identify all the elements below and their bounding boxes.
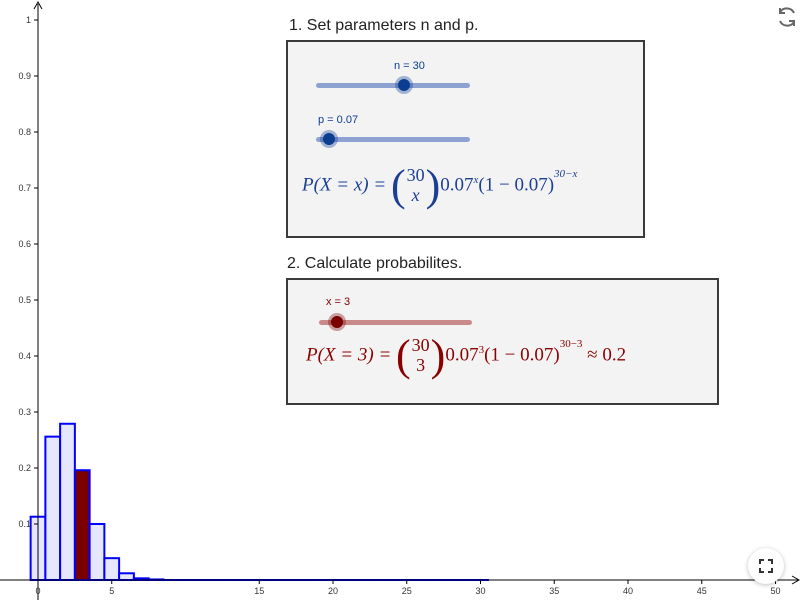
x-tick-label: 35 — [549, 586, 559, 596]
y-tick-label: 0.3 — [18, 407, 31, 417]
general-exp1: x — [473, 174, 479, 187]
bars-group — [29, 422, 489, 582]
general-formula-lhs: P(X = x) = — [302, 174, 391, 196]
bar-x-6 — [118, 572, 135, 582]
general-base: 0.07 — [440, 174, 474, 196]
y-tick-label: 0.6 — [18, 239, 31, 249]
x-tick-label: 25 — [402, 586, 412, 596]
step1-title: 1. Set parameters n and p. — [289, 17, 479, 34]
slider-x[interactable]: x = 3 — [319, 296, 472, 336]
specific-formula: P(X = 3) = (30 3)0.073(1 − 0.07)30−3 ≈ 0.… — [306, 334, 626, 378]
bar-x-2 — [59, 422, 76, 582]
slider-p-knob[interactable] — [323, 133, 335, 145]
slider-x-label: x = 3 — [326, 296, 351, 308]
specific-formula-lhs: P(X = 3) = — [306, 344, 397, 366]
fullscreen-button[interactable] — [748, 548, 784, 584]
x-tick-label: 40 — [623, 586, 633, 596]
x-tick-label: 15 — [254, 586, 264, 596]
specific-binom-bottom: 3 — [416, 355, 426, 375]
refresh-icon — [779, 7, 795, 27]
y-axis-arrow — [33, 0, 43, 10]
y-tick-label: 0.9 — [18, 71, 31, 81]
y-tick-label: 0.1 — [18, 519, 31, 529]
bar-x-1 — [44, 435, 62, 582]
specific-result: ≈ 0.2 — [582, 344, 627, 366]
y-tick-label: 0.7 — [18, 183, 31, 193]
specific-binom-top: 30 — [411, 335, 430, 356]
x-tick-label: 20 — [328, 586, 338, 596]
bar-x-5 — [103, 557, 121, 581]
general-binom-bottom: x — [411, 185, 420, 205]
y-tick-label: 0.4 — [18, 351, 31, 361]
general-formula: P(X = x) = (30 x)0.07x(1 − 0.07)30−x — [302, 164, 577, 208]
x-tick-label: 0 — [35, 586, 40, 596]
bar-x-3 — [73, 469, 91, 581]
calculation-panel: x = 3 P(X = 3) = (30 3)0.073(1 − 0.07)30−… — [286, 278, 719, 405]
x-tick-label: 5 — [109, 586, 114, 596]
slider-n[interactable]: n = 30 — [316, 60, 470, 100]
refresh-button[interactable] — [774, 4, 800, 30]
slider-x-knob[interactable] — [331, 316, 343, 328]
y-tick-label: 0.5 — [18, 295, 31, 305]
slider-p-label: p = 0.07 — [318, 114, 359, 126]
slider-n-label: n = 30 — [394, 60, 425, 72]
x-axis-arrow — [791, 575, 800, 585]
specific-exp1: 3 — [478, 344, 485, 357]
fullscreen-icon — [759, 559, 773, 573]
specific-middle: (1 − 0.07) — [484, 344, 560, 366]
slider-p[interactable]: p = 0.07 — [316, 114, 470, 154]
x-tick-label: 50 — [770, 586, 780, 596]
slider-x-track[interactable] — [319, 320, 472, 325]
slider-n-track[interactable] — [316, 83, 470, 88]
step2-title: 2. Calculate probabilites. — [287, 255, 463, 272]
y-tick-label: 0.8 — [18, 127, 31, 137]
x-tick-label: 30 — [475, 586, 485, 596]
specific-binomial: (30 3) — [396, 331, 446, 380]
y-tick-label: 1 — [26, 15, 31, 25]
bar-x-4 — [88, 523, 106, 581]
general-middle: (1 − 0.07) — [478, 174, 555, 196]
parameters-panel: n = 30 p = 0.07 P(X = x) = (30 x)0.07x(1 … — [286, 40, 645, 238]
specific-base: 0.07 — [445, 344, 479, 366]
specific-exp2: 30−3 — [559, 338, 583, 351]
general-binom-top: 30 — [406, 165, 425, 186]
slider-p-track[interactable] — [316, 137, 470, 142]
general-exp2: 30−x — [554, 168, 578, 181]
y-tick-label: 0.2 — [18, 463, 31, 473]
general-binomial: (30 x) — [390, 161, 441, 210]
slider-n-knob[interactable] — [398, 79, 410, 91]
x-tick-label: 45 — [697, 586, 707, 596]
